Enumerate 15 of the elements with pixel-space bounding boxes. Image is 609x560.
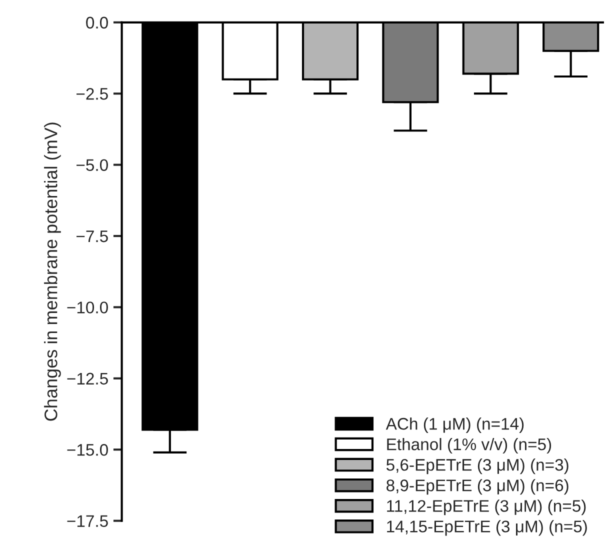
y-tick-label: −7.5 <box>76 230 108 242</box>
y-tick-label: −2.5 <box>76 88 108 100</box>
legend-label: 5,6-EpETrE (3 μM) (n=3) <box>386 458 568 474</box>
legend-label: ACh (1 μM) (n=14) <box>386 417 524 434</box>
y-tick-label: 0.0 <box>86 16 108 29</box>
legend-label: 8,9-EpETrE (3 μM) (n=6) <box>386 479 568 495</box>
legend-label: 14,15-EpETrE (3 μM) (n=5) <box>387 520 587 536</box>
legend-label: 11,12-EpETrE (3 μM) (n=5) <box>387 500 586 516</box>
y-tick-label: −17.5 <box>67 515 108 528</box>
y-axis-title: Changes in membrane potential (mV) <box>44 122 61 421</box>
y-tick-label: −5.0 <box>76 159 108 172</box>
y-tick-label: −15.0 <box>67 444 108 456</box>
y-tick-label: −10.0 <box>67 302 108 314</box>
y-tick-label: −12.5 <box>67 372 108 385</box>
legend-label: Ethanol (1% v/v) (n=5) <box>387 438 552 454</box>
